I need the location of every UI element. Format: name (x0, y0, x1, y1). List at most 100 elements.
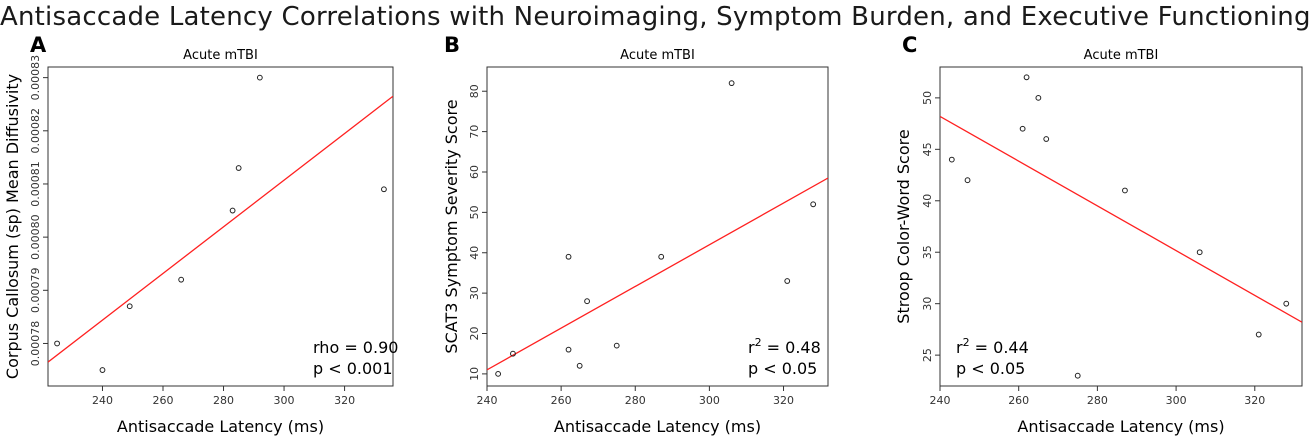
plot-frame (47, 66, 394, 387)
data-point (1019, 125, 1026, 132)
plot-frame (486, 66, 829, 387)
data-point (565, 346, 572, 353)
data-point (1283, 300, 1290, 307)
x-tick-label: 240 (92, 394, 113, 407)
x-tick-label: 300 (1166, 394, 1187, 407)
x-tick-label: 280 (1087, 394, 1108, 407)
data-point (658, 253, 665, 260)
data-point (99, 367, 106, 373)
y-axis-label: Corpus Callosum (sp) Mean Diffusivity (3, 74, 22, 379)
panel-title: Acute mTBI (1084, 48, 1159, 63)
x-tick-label: 280 (213, 394, 234, 407)
stat-coefficient-symbol: r (956, 338, 963, 357)
y-tick-label: 45 (921, 142, 934, 156)
panel-letter: C (902, 33, 917, 57)
data-point (1035, 94, 1042, 101)
y-tick-label: 0.00082 (29, 108, 42, 154)
data-point (964, 177, 971, 184)
y-tick-label: 0.00083 (29, 55, 42, 101)
x-tick-label: 300 (274, 394, 295, 407)
stat-superscript: 2 (963, 336, 970, 349)
data-point (1043, 136, 1050, 142)
panel-title: Acute mTBI (620, 48, 695, 63)
x-tick-label: 320 (334, 394, 355, 407)
x-axis-label: Antisaccade Latency (ms) (1017, 417, 1224, 436)
regression-line (940, 115, 1302, 323)
stat-coefficient-value: = 0.44 (970, 338, 1029, 357)
y-tick-label: 0.00079 (29, 268, 42, 314)
y-tick-label: 25 (921, 348, 934, 362)
data-point (576, 362, 583, 369)
data-point (1122, 187, 1128, 194)
x-tick-label: 320 (773, 394, 794, 407)
y-tick-label: 0.00081 (29, 161, 42, 207)
y-tick-label: 70 (468, 125, 481, 139)
stat-coefficient-symbol: r (748, 338, 755, 357)
plot-frame (939, 66, 1303, 387)
panel-a: A Acute mTBI 240 260 280 300 320 0.00078 0.00079… (3, 33, 398, 436)
y-tick-label: 35 (921, 245, 934, 259)
data-point (1023, 74, 1030, 81)
x-tick-label: 260 (153, 394, 174, 407)
data-point (584, 298, 590, 305)
stat-coefficient-value: = 0.48 (762, 338, 821, 357)
y-tick-label: 0.00078 (29, 321, 42, 367)
data-point (235, 165, 242, 171)
panel-c: C Acute mTBI 240 260 280 300 320 25 30 35 40 45 50 An… (894, 33, 1303, 436)
panel-letter: B (444, 33, 460, 57)
data-point (728, 80, 735, 87)
data-point (126, 303, 133, 310)
x-tick-label: 280 (625, 394, 646, 407)
data-point (948, 156, 955, 163)
y-tick-label: 50 (921, 91, 934, 105)
y-tick-label: 20 (468, 327, 481, 341)
stat-pvalue: p < 0.05 (956, 359, 1025, 378)
y-tick-label: 40 (468, 246, 481, 260)
y-tick-label: 40 (921, 194, 934, 208)
figure-title: Antisaccade Latency Correlations with Ne… (0, 2, 1310, 32)
y-tick-label: 60 (468, 165, 481, 179)
data-point (613, 342, 620, 349)
y-tick-label: 10 (468, 367, 481, 381)
x-tick-label: 260 (1008, 394, 1029, 407)
stat-coefficient: r2 = 0.48 (748, 336, 821, 357)
y-tick-label: 30 (468, 286, 481, 300)
data-point (495, 370, 502, 377)
data-point (510, 350, 516, 357)
x-tick-label: 240 (930, 394, 951, 407)
y-axis-label: Stroop Color-Word Score (894, 129, 913, 323)
stat-coefficient: r2 = 0.44 (956, 336, 1029, 357)
x-tick-label: 300 (699, 394, 720, 407)
regression-line (48, 95, 393, 363)
data-point (1074, 372, 1081, 379)
x-tick-label: 240 (477, 394, 498, 407)
x-axis-label: Antisaccade Latency (ms) (117, 417, 324, 436)
data-point (784, 278, 791, 284)
data-point (565, 253, 572, 260)
panel-letter: A (30, 33, 47, 57)
regression-line (487, 177, 828, 371)
stat-coefficient: rho = 0.90 (313, 338, 398, 357)
stat-pvalue: p < 0.001 (313, 359, 393, 378)
panel-title: Acute mTBI (183, 48, 258, 63)
y-tick-label: 30 (921, 297, 934, 311)
y-axis-label: SCAT3 Symptom Severity Score (442, 99, 461, 353)
data-point (229, 207, 236, 214)
stat-pvalue: p < 0.05 (748, 359, 817, 378)
data-point (810, 201, 817, 208)
x-axis-label: Antisaccade Latency (ms) (554, 417, 761, 436)
data-point (54, 340, 60, 347)
data-point (1255, 331, 1262, 338)
y-tick-label: 0.00080 (29, 214, 42, 260)
x-tick-label: 260 (551, 394, 572, 407)
data-point (1196, 249, 1203, 256)
data-point (381, 186, 387, 193)
data-point (256, 74, 263, 81)
data-point (178, 276, 185, 283)
stat-superscript: 2 (755, 336, 762, 349)
y-tick-label: 80 (468, 84, 481, 98)
x-tick-label: 320 (1244, 394, 1265, 407)
y-tick-label: 50 (468, 205, 481, 219)
